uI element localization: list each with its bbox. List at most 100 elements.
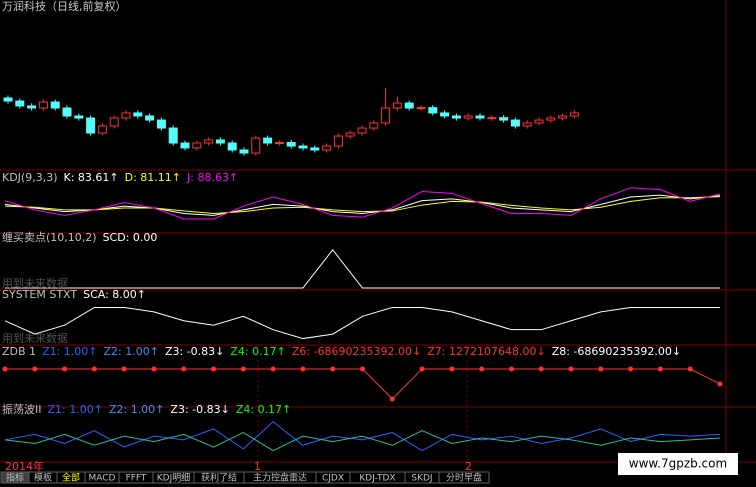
candle-body [97,125,107,134]
indicator-marker [211,366,217,372]
tab-label[interactable]: KDJ明细 [157,472,191,484]
candle-body [227,142,237,151]
indicator-marker [240,366,246,372]
label-segment: Z8: -68690235392.00↓ [552,345,681,358]
indicator-label: ZDB 1 Z1: 1.00↑ Z2: 1.00↑ Z3: -0.83↓ Z4: 0.1… [2,345,681,358]
label-segment: SYSTEM STXT [2,288,77,301]
candle-body [239,149,249,154]
indicator-marker [62,366,68,372]
indicator-marker [538,366,544,372]
indicator-label: 振荡波II Z1: 1.00↑ Z2: 1.00↑ Z3: -0.83↓ Z4: 0.1… [2,402,291,416]
indicator-line [4,430,721,452]
candle-body [133,112,143,117]
indicator-marker [479,366,485,372]
candle-body [274,142,284,144]
indicator-marker [360,366,365,372]
label-segment: J: 88.63↑ [186,171,238,184]
indicator-marker [151,366,157,372]
x-axis-label: 2014年 [5,459,44,473]
candle-body [50,101,60,109]
candle-body [534,119,544,124]
indicator-label: 缠买卖点(10,10,2) SCD: 0.00 [2,230,157,244]
candle-body [428,107,438,114]
candle-body [416,107,426,110]
candle-body [27,105,37,109]
candle-body [156,119,166,129]
indicator-marker [598,366,604,372]
indicator-marker [181,366,187,372]
indicator-marker [657,366,663,372]
candle-body [86,117,96,134]
candle-body [404,102,414,109]
label-segment: Z3: -0.83↓ [170,403,229,416]
label-segment: Z2: 1.00↑ [104,345,159,358]
tab-label[interactable]: MACD [89,474,116,484]
tab-label[interactable]: KDJ-TDX [359,474,395,484]
indicator-line [4,196,721,215]
indicator-line [4,420,721,452]
indicator-marker [300,366,306,372]
future-data-warning: 用到未来数据 [2,276,68,290]
tab-label[interactable]: 模板 [34,472,52,484]
candle-body [62,107,72,117]
indicator-line [5,249,720,289]
indicator-marker [687,366,693,372]
candle-body [286,142,296,147]
candle-body [569,112,579,117]
window-title: 万润科技（日线,前复权） [2,0,127,13]
label-segment: KDJ(9,3,3) [2,171,58,184]
candle-body [168,127,178,144]
candle-body [369,122,379,129]
tab-label[interactable]: FFFT [126,474,147,484]
tab-label[interactable]: 指标 [6,472,24,484]
indicator-marker [270,366,276,372]
label-segment: K: 83.61↑ [64,171,119,184]
x-axis-label: 2 [465,460,472,473]
tab-label[interactable]: 获利了结 [201,472,237,484]
indicator-label: SYSTEM STXT SCA: 8.00↑ [2,288,146,301]
candle-body [251,137,261,154]
candle-body [546,117,556,121]
candle-body [298,145,308,149]
candle-body [310,147,320,151]
tab-label[interactable]: SKDJ [411,474,432,484]
label-segment: ZDB 1 [2,345,36,358]
candle-body [510,119,520,127]
watermark: www.7gpzb.com [629,457,727,471]
candle-body [38,101,48,109]
label-segment: SCA: 8.00↑ [83,288,146,301]
label-segment: Z7: 1272107648.00↓ [427,345,545,358]
future-data-warning: 用到未来数据 [2,331,68,345]
tab-label[interactable]: CJDX [322,474,344,484]
indicator-marker [508,366,514,372]
tab-label[interactable]: 主力控盘雷达 [253,472,307,484]
indicator-label: KDJ(9,3,3) K: 83.61↑ D: 81.11↑ J: 88.63↑ [2,171,238,184]
indicator-marker [121,366,127,372]
candle-body [192,142,202,149]
label-segment: SCD: 0.00 [103,231,158,244]
candle-body [121,112,131,119]
indicator-marker [449,366,455,372]
label-segment: D: 81.11↑ [125,171,181,184]
label-segment: 缠买卖点(10,10,2) [2,230,97,244]
label-segment: Z6: -68690235392.00↓ [292,345,421,358]
candle-body [15,100,25,107]
tab-label[interactable]: 分时早盘 [446,472,482,484]
tab[interactable] [438,471,490,484]
candle-body [215,139,225,144]
label-segment: Z3: -0.83↓ [165,345,224,358]
label-segment: Z1: 1.00↑ [42,345,97,358]
candle-body [499,117,509,121]
candle-body [522,122,532,127]
indicator-marker [628,366,634,372]
candle-body [145,115,155,121]
indicator-marker [717,381,723,387]
label-segment: Z2: 1.00↑ [109,403,164,416]
indicator-line [4,306,720,340]
indicator-line [4,194,721,216]
indicator-marker [419,366,425,372]
tab-label[interactable]: 全部 [62,472,80,484]
candle-body [451,115,461,119]
